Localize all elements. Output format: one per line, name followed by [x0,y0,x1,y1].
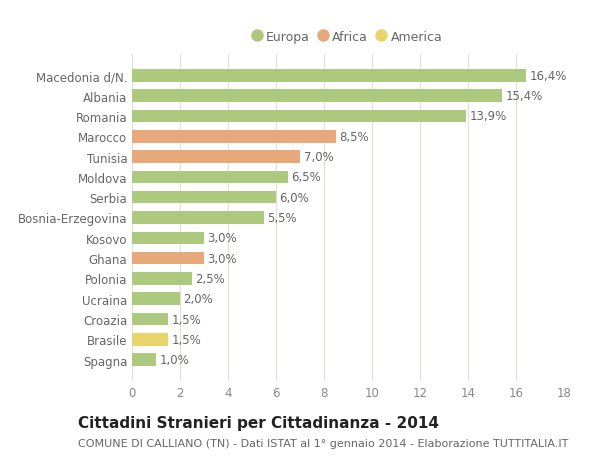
Text: 5,5%: 5,5% [268,212,297,224]
Text: 2,5%: 2,5% [196,272,226,285]
Bar [132,293,180,305]
Legend: Europa, Africa, America: Europa, Africa, America [248,25,448,48]
Text: 6,5%: 6,5% [292,171,322,184]
Bar [132,90,502,103]
Bar [132,232,204,245]
Bar [132,313,168,325]
Bar [132,171,288,184]
Text: 6,0%: 6,0% [280,191,310,204]
Text: 1,5%: 1,5% [172,313,202,326]
Text: 13,9%: 13,9% [469,110,506,123]
Text: 15,4%: 15,4% [505,90,542,103]
Bar [132,191,276,204]
Bar [132,273,192,285]
Text: Cittadini Stranieri per Cittadinanza - 2014: Cittadini Stranieri per Cittadinanza - 2… [78,415,439,431]
Bar [132,333,168,346]
Text: 7,0%: 7,0% [304,151,334,164]
Text: 2,0%: 2,0% [184,292,214,306]
Bar [132,353,156,366]
Text: 1,5%: 1,5% [172,333,202,346]
Bar [132,212,264,224]
Text: 3,0%: 3,0% [208,232,237,245]
Bar [132,151,300,163]
Bar [132,252,204,265]
Text: 1,0%: 1,0% [160,353,190,366]
Bar [132,131,336,143]
Text: 16,4%: 16,4% [529,70,566,83]
Text: 8,5%: 8,5% [340,130,369,144]
Bar [132,70,526,83]
Text: COMUNE DI CALLIANO (TN) - Dati ISTAT al 1° gennaio 2014 - Elaborazione TUTTITALI: COMUNE DI CALLIANO (TN) - Dati ISTAT al … [78,438,568,448]
Text: 3,0%: 3,0% [208,252,237,265]
Bar [132,111,466,123]
